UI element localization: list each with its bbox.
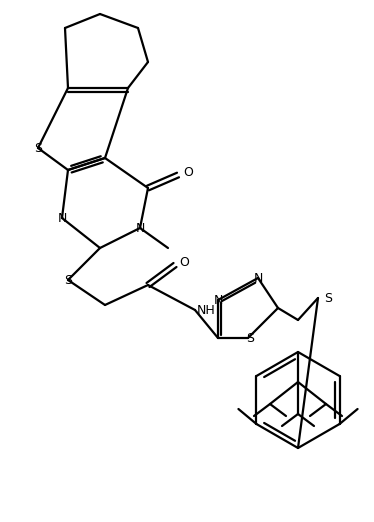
Text: O: O: [183, 165, 193, 179]
Text: S: S: [34, 141, 42, 155]
Text: S: S: [246, 331, 254, 345]
Text: S: S: [64, 274, 72, 287]
Text: NH: NH: [197, 303, 216, 316]
Text: N: N: [57, 211, 67, 224]
Text: S: S: [324, 291, 332, 304]
Text: O: O: [179, 255, 189, 268]
Text: N: N: [135, 221, 145, 234]
Text: N: N: [213, 293, 223, 306]
Text: N: N: [253, 271, 263, 284]
